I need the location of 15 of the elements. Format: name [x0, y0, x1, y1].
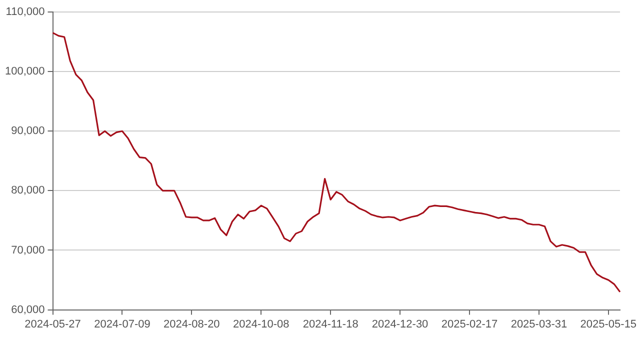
y-tick-label: 60,000 [11, 304, 45, 316]
x-tick-label: 2025-02-17 [441, 318, 498, 330]
x-tick-label: 2025-03-31 [510, 318, 568, 330]
y-tick-label: 90,000 [11, 125, 45, 138]
y-tick-label: 80,000 [11, 184, 45, 197]
y-tick-label: 110,000 [6, 6, 45, 18]
x-tick-label: 2024-12-30 [372, 318, 428, 330]
x-tick-label: 2025-05-15 [580, 318, 637, 330]
y-tick-label: 100,000 [4, 66, 45, 78]
x-tick-label: 2024-07-09 [94, 318, 150, 330]
x-tick-label: 2024-05-27 [24, 318, 81, 330]
x-tick-label: 2024-10-08 [232, 318, 290, 330]
y-tick-label: 70,000 [11, 244, 45, 256]
x-tick-label: 2024-08-20 [164, 318, 220, 330]
x-tick-label: 2024-11-18 [302, 318, 358, 330]
